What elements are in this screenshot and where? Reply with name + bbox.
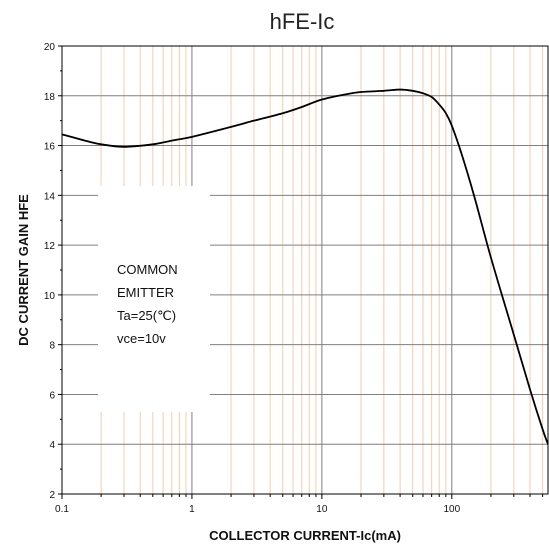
y-tick-label: 18 [44, 92, 56, 103]
y-tick-label: 12 [44, 241, 56, 252]
y-tick-label: 6 [49, 390, 55, 401]
annotation-block: COMMON EMITTER Ta=25(℃) vce=10v [117, 262, 178, 346]
y-tick-label: 10 [44, 291, 56, 302]
y-tick-label: 4 [49, 440, 55, 451]
y-tick-label: 14 [44, 191, 56, 202]
y-tick-label: 2 [49, 490, 55, 501]
x-axis-ticks: 0.1 1 10 100 [55, 494, 544, 515]
y-tick-label: 16 [44, 142, 56, 153]
x-tick-label: 100 [443, 504, 460, 515]
plot-area: COMMON EMITTER Ta=25(℃) vce=10v [61, 45, 549, 495]
y-tick-label: 8 [49, 341, 55, 352]
annotation-line-voltage: vce=10v [117, 331, 166, 346]
x-tick-label: 10 [316, 504, 328, 515]
x-tick-label: 0.1 [55, 504, 69, 515]
annotation-line-emitter: EMITTER [117, 285, 174, 300]
annotation-line-temperature: Ta=25(℃) [117, 308, 176, 323]
x-tick-label: 1 [189, 504, 195, 515]
hfe-curve-line [61, 88, 549, 445]
minor-grid [100, 46, 544, 494]
annotation-line-common: COMMON [117, 262, 178, 277]
series-layer [61, 88, 549, 445]
chart-title: hFE-Ic [270, 9, 335, 34]
annotation-background [98, 186, 210, 412]
x-axis-label: COLLECTOR CURRENT-Ic(mA) [209, 528, 401, 543]
y-tick-label: 20 [44, 42, 56, 53]
y-axis-ticks: 2 4 6 8 10 12 14 16 18 20 [44, 42, 62, 501]
y-axis-label: DC CURRENT GAIN HFE [16, 194, 31, 346]
